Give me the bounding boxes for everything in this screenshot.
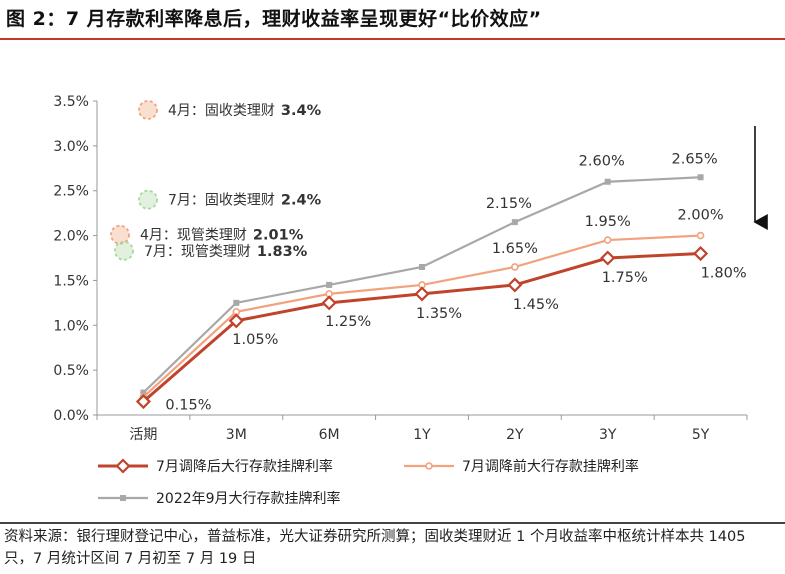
- chart-annotations: 4月：固收类理财 3.4% 7月：固收类理财 2.4% 4月：现管类理财 2.01%7月：…: [110, 100, 322, 261]
- y-tick-label: 0.0%: [53, 408, 89, 424]
- source-note: 资料来源：银行理财登记中心，普益标准，光大证券研究所测算；固收类理财近 1 个月…: [4, 529, 746, 567]
- series-3-point: [604, 178, 611, 185]
- chart-axes: 0.0% 0.5% 1.0% 1.5% 2.0% 2.5% 3.0% 3.5% 活期 3M 6M 1Y…: [53, 94, 748, 443]
- data-label: 1.35%: [416, 306, 462, 322]
- annotation-text: 7月：现管类理财: [144, 244, 251, 260]
- y-tick-label: 1.5%: [53, 273, 89, 289]
- y-tick-label: 3.5%: [53, 94, 89, 110]
- series-1-point: [228, 313, 244, 329]
- data-label: 1.05%: [232, 332, 278, 348]
- data-label: 1.25%: [325, 314, 371, 330]
- legend-swatch-marker: [115, 458, 131, 474]
- title-rule: [0, 38, 785, 40]
- x-tick-label: 2Y: [506, 427, 524, 443]
- series-2-point: [511, 263, 519, 271]
- y-tick-label: 2.5%: [53, 184, 89, 200]
- annotation-text: 7月：固收类理财: [168, 193, 275, 209]
- x-tick-label: 5Y: [692, 427, 710, 443]
- x-tick-label: 6M: [319, 427, 340, 443]
- y-tick-label: 2.0%: [53, 229, 89, 245]
- series-2-point: [603, 236, 612, 244]
- series-1-point: [507, 277, 523, 293]
- data-label: 0.15%: [165, 398, 211, 414]
- series-3-point: [233, 299, 240, 306]
- annotation-value: 2.4%: [281, 193, 322, 209]
- data-label: 2.60%: [579, 154, 625, 170]
- annotation-text: 4月：固收类理财: [168, 103, 275, 119]
- annotation-value: 2.01%: [253, 228, 304, 244]
- line-chart: 0.0% 0.5% 1.0% 1.5% 2.0% 2.5% 3.0% 3.5% 活期 3M 6M 1Y…: [53, 94, 768, 507]
- x-tick-label: 1Y: [413, 427, 431, 443]
- series-3-point: [326, 281, 333, 288]
- data-label: 1.95%: [585, 214, 631, 230]
- annotation-marker: [138, 189, 158, 210]
- x-tick-label: 活期: [129, 427, 157, 443]
- chart-series: [135, 174, 709, 410]
- series-3-point: [140, 389, 147, 396]
- annotation-value: 3.4%: [281, 103, 322, 119]
- x-tick-label: 3Y: [599, 427, 617, 443]
- series-2-point: [696, 231, 705, 240]
- data-label: 1.80%: [701, 266, 747, 282]
- annotation-marker: [138, 100, 158, 120]
- data-label: 1.45%: [513, 297, 559, 313]
- data-label: 1.75%: [602, 270, 648, 286]
- annotation-text: 4月：现管类理财: [140, 228, 247, 244]
- legend-label: 2022年9月大行存款挂牌利率: [156, 490, 341, 507]
- data-label: 2.00%: [678, 208, 724, 224]
- data-label: 2.65%: [672, 151, 718, 167]
- x-tick-label: 3M: [226, 427, 247, 443]
- y-tick-label: 0.5%: [53, 363, 89, 379]
- series-1-point: [135, 393, 151, 410]
- series-1-point: [414, 286, 430, 302]
- figure-title: 图 2：7 月存款利率降息后，理财收益率呈现更好“比价效应”: [6, 8, 542, 30]
- series-1-point: [600, 250, 616, 266]
- legend-swatch-marker: [425, 462, 433, 470]
- annotation-marker: [114, 240, 134, 261]
- annotation-marker: [110, 224, 130, 245]
- data-label: 2.15%: [486, 196, 532, 212]
- source-rule: [0, 522, 785, 524]
- legend-label: 7月调降后大行存款挂牌利率: [156, 458, 333, 475]
- y-tick-label: 1.0%: [53, 318, 89, 334]
- series-1-point: [321, 295, 337, 311]
- data-label: 1.65%: [492, 241, 538, 257]
- series-3-point: [697, 174, 704, 181]
- chart-data-labels: 0.15% 1.05% 1.25% 1.35% 1.45% 1.75% 1.80% 1.65%…: [165, 151, 746, 413]
- y-tick-label: 3.0%: [53, 139, 89, 155]
- annotation-value: 1.83%: [257, 244, 308, 260]
- legend-label: 7月调降前大行存款挂牌利率: [462, 458, 639, 475]
- chart-legend: 7月调降后大行存款挂牌利率 7月调降前大行存款挂牌利率 2022年9月大行存款挂牌利…: [98, 458, 639, 507]
- series-3-point: [419, 263, 425, 270]
- series-1-point: [693, 245, 709, 262]
- series-3-point: [511, 219, 518, 226]
- legend-swatch-marker: [120, 495, 126, 501]
